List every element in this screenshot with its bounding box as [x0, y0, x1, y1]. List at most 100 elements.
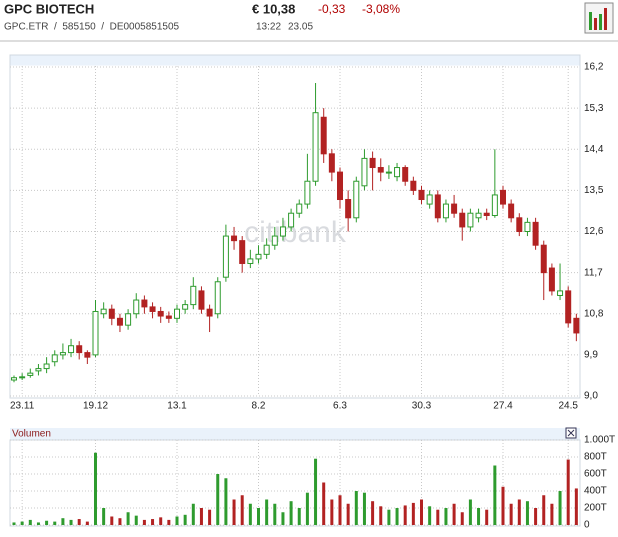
- volume-bar: [12, 522, 16, 525]
- candle-body: [402, 167, 409, 182]
- candle-body: [573, 317, 580, 334]
- candle-body: [125, 313, 132, 326]
- candle-body: [483, 212, 490, 217]
- candle-body: [141, 299, 148, 308]
- candle-body: [394, 167, 401, 178]
- volume-bar: [468, 499, 472, 525]
- volume-bar: [191, 503, 195, 525]
- volume-bar: [126, 512, 130, 525]
- volume-bar: [387, 509, 391, 525]
- y-tick-label: 1.000T: [584, 435, 615, 446]
- candle-body: [11, 377, 17, 381]
- candle-body: [500, 189, 506, 205]
- x-tick-label: 13.1: [167, 401, 187, 412]
- candle-body: [27, 372, 34, 376]
- volume-bar: [501, 486, 505, 525]
- stock-codes: GPC.ETR / 585150 / DE0005851505: [4, 22, 180, 33]
- candle-body: [108, 308, 115, 319]
- candle-body: [516, 217, 523, 233]
- volume-bar: [550, 503, 554, 525]
- volume-bar: [305, 492, 309, 525]
- volume-header: [10, 428, 580, 440]
- candle-body: [491, 194, 498, 217]
- candle-body: [426, 194, 433, 205]
- volume-bar: [94, 452, 97, 525]
- candle-body: [239, 240, 246, 264]
- price-change: -0,33: [318, 2, 346, 16]
- candle-body: [442, 203, 449, 219]
- quote-date: 23.05: [288, 22, 313, 33]
- x-tick-label: 23.11: [10, 401, 35, 412]
- candle-body: [288, 212, 295, 228]
- volume-bar: [354, 491, 358, 525]
- volume-bar: [257, 508, 260, 525]
- volume-bar: [265, 499, 269, 525]
- y-tick-label: 400T: [584, 486, 607, 497]
- volume-bar: [322, 482, 326, 525]
- price: € 10,38: [252, 1, 295, 16]
- y-tick-label: 200T: [584, 503, 607, 514]
- candle-body: [434, 194, 441, 219]
- volume-bar: [330, 499, 334, 525]
- candle-body: [304, 180, 311, 205]
- candle-body: [467, 212, 474, 228]
- candle-body: [296, 203, 303, 214]
- price-panel-band: [10, 55, 580, 66]
- x-tick-label: 19.12: [83, 401, 108, 412]
- volume-bar: [273, 503, 277, 525]
- volume-bar: [77, 519, 81, 525]
- volume-bar: [199, 508, 203, 525]
- candle-body: [157, 310, 164, 317]
- volume-bar: [53, 521, 57, 525]
- candle-body: [19, 376, 26, 379]
- volume-bar: [36, 522, 40, 525]
- price-change-pct: -3,08%: [362, 2, 400, 16]
- candle-body: [548, 267, 555, 292]
- candle-body: [508, 203, 515, 219]
- chart-icon[interactable]: [584, 2, 614, 34]
- y-tick-label: 13,5: [584, 185, 604, 196]
- volume-bar: [151, 519, 155, 525]
- candle-body: [100, 308, 107, 315]
- volume-bar: [297, 508, 301, 525]
- volume-bar: [477, 508, 481, 525]
- candle-body: [557, 290, 564, 296]
- candle-body: [198, 290, 205, 310]
- candle-body: [418, 189, 425, 201]
- volume-bar: [517, 499, 521, 525]
- volume-bar: [566, 459, 570, 525]
- x-tick-label: 6.3: [333, 401, 347, 412]
- candle-body: [92, 310, 99, 356]
- candle-body: [532, 221, 539, 246]
- stock-name: GPC BIOTECH: [4, 1, 94, 16]
- candle-body: [410, 180, 417, 191]
- candle-body: [353, 180, 360, 219]
- price-panel: [9, 54, 581, 399]
- volume-bar: [395, 508, 399, 525]
- x-tick-label: 27.4: [493, 401, 513, 412]
- volume-bar: [460, 512, 464, 525]
- candle-body: [116, 317, 123, 326]
- volume-bar: [118, 518, 122, 525]
- candle-body: [451, 203, 458, 214]
- volume-bar: [134, 515, 138, 525]
- volume-bar: [314, 458, 318, 525]
- volume-bar: [338, 495, 342, 525]
- quote-time: 13:22: [256, 22, 281, 33]
- volume-bar: [379, 506, 383, 525]
- volume-bar: [411, 502, 415, 525]
- volume-bar: [509, 503, 513, 525]
- candle-body: [165, 315, 172, 319]
- volume-bar: [444, 508, 448, 525]
- candle-body: [222, 235, 229, 278]
- candle-body: [337, 171, 343, 201]
- candle-body: [59, 352, 66, 356]
- y-tick-label: 15,3: [584, 103, 604, 114]
- x-tick-label: 8.2: [252, 401, 266, 412]
- y-tick-label: 600T: [584, 469, 607, 480]
- candle-body: [320, 116, 327, 155]
- candle-body: [231, 235, 238, 242]
- close-volume[interactable]: [565, 427, 577, 439]
- candle-body: [206, 308, 213, 317]
- volume-bar: [61, 518, 65, 525]
